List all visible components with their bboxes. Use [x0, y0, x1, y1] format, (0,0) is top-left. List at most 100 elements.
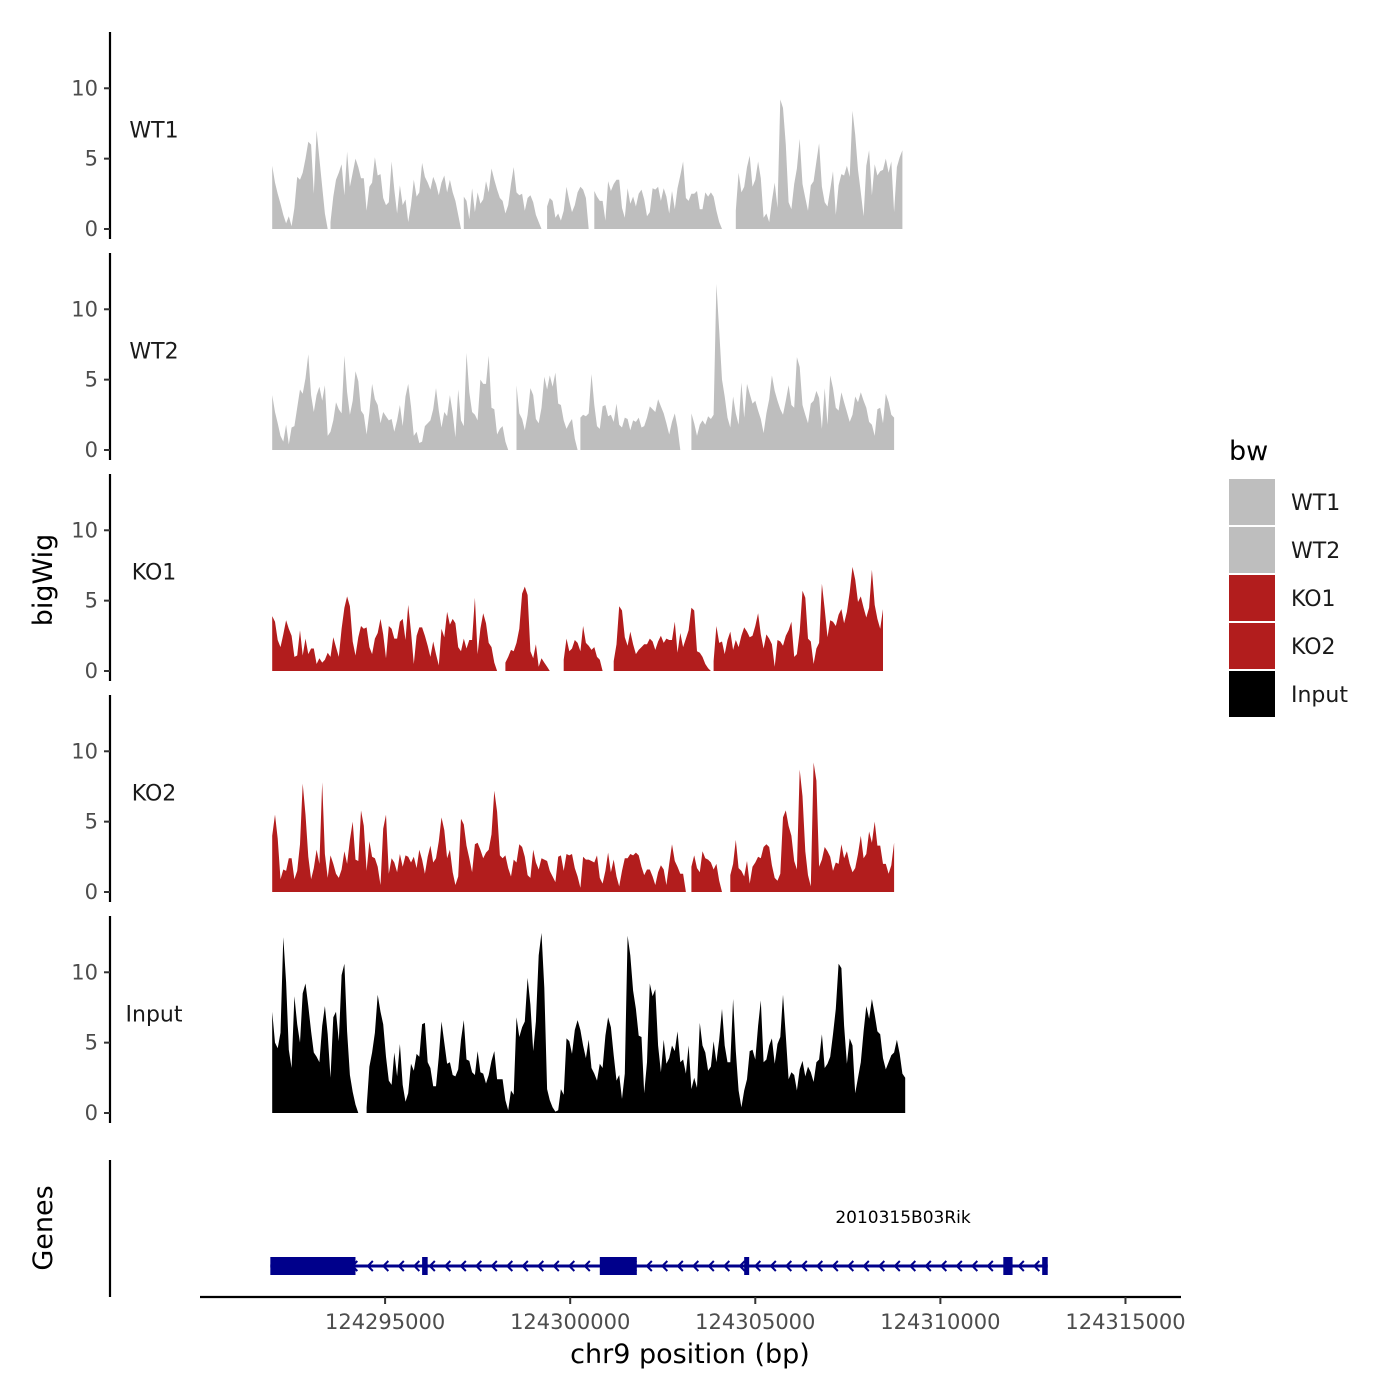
strand-arrow: [676, 1260, 684, 1272]
x-tick-label: 124300000: [510, 1310, 630, 1334]
strand-arrow: [397, 1260, 405, 1272]
strand-arrow: [645, 1260, 653, 1272]
gene-label: 2010315B03Rik: [835, 1208, 971, 1228]
legend-label: KO1: [1291, 587, 1336, 612]
y-tick-label: 5: [85, 147, 98, 171]
strand-arrow: [800, 1260, 808, 1272]
strand-arrow: [691, 1260, 700, 1272]
x-tick-label: 124305000: [695, 1310, 815, 1334]
y-tick-label: 5: [85, 1031, 98, 1055]
track-label-wt2: WT2: [129, 340, 178, 365]
strand-arrow: [381, 1260, 390, 1272]
strand-arrow: [474, 1260, 483, 1272]
strand-arrow: [490, 1260, 498, 1272]
strand-arrow: [366, 1260, 374, 1272]
y-tick-label: 0: [85, 438, 98, 462]
coverage-area-wt1: [330, 151, 461, 229]
strand-arrow: [924, 1260, 932, 1272]
legend-item-wt1: WT1: [1229, 479, 1340, 525]
strand-arrow: [831, 1260, 839, 1272]
strand-arrow: [707, 1260, 715, 1272]
track-label-input: Input: [126, 1003, 183, 1028]
y-tick-label: 10: [71, 518, 98, 542]
legend-item-wt2: WT2: [1229, 527, 1340, 573]
strand-arrow: [412, 1260, 421, 1272]
coverage-area-ko1: [563, 626, 603, 671]
gene-exon: [1042, 1257, 1048, 1275]
coverage-area-wt1: [594, 161, 722, 229]
strand-arrow: [583, 1260, 591, 1272]
strand-arrow: [660, 1260, 669, 1272]
strand-arrow: [1017, 1260, 1025, 1272]
strand-arrow: [443, 1260, 452, 1272]
y-tick-label: 0: [85, 880, 98, 904]
strand-arrow: [459, 1260, 467, 1272]
x-tick-label: 124295000: [325, 1310, 445, 1334]
y-tick-label: 0: [85, 217, 98, 241]
strand-arrow: [893, 1260, 901, 1272]
y-tick-label: 10: [71, 76, 98, 100]
legend: WT1 WT2 KO1 KO2 Input: [1229, 479, 1348, 717]
strand-arrow: [862, 1260, 870, 1272]
strand-arrow: [986, 1260, 994, 1272]
legend-item-ko1: KO1: [1229, 575, 1336, 621]
gene-exon: [270, 1257, 356, 1275]
y-tick-label: 10: [71, 739, 98, 763]
coverage-area-input: [272, 937, 359, 1113]
coverage-area-ko1: [613, 606, 711, 671]
coverage-area-ko2: [272, 782, 686, 892]
coverage-area-input: [366, 932, 906, 1113]
coverage-area-ko2: [691, 851, 722, 892]
strand-arrow: [908, 1260, 917, 1272]
genes-axis-title: Genes: [28, 1185, 59, 1270]
strand-arrow: [846, 1260, 855, 1272]
strand-arrow: [939, 1260, 948, 1272]
legend-title: bw: [1229, 436, 1268, 467]
strand-arrow: [753, 1260, 762, 1272]
x-tick-label: 124310000: [880, 1310, 1000, 1334]
legend-swatch: [1229, 479, 1275, 525]
coverage-area-ko2: [730, 762, 895, 892]
gene-exon: [744, 1257, 750, 1275]
coverage-area-ko1: [272, 596, 498, 671]
legend-label: KO2: [1291, 635, 1336, 660]
y-tick-label: 5: [85, 368, 98, 392]
legend-item-ko2: KO2: [1229, 623, 1336, 669]
track-label-wt1: WT1: [129, 119, 178, 144]
strand-arrow: [505, 1260, 514, 1272]
legend-swatch: [1229, 575, 1275, 621]
track-label-ko2: KO2: [132, 782, 177, 807]
legend-label: WT1: [1291, 491, 1340, 516]
y-tick-label: 0: [85, 1101, 98, 1125]
strand-arrow: [815, 1260, 824, 1272]
gene-2010315b03rik: 2010315B03Rik: [270, 1208, 1048, 1275]
gene-exon: [599, 1257, 637, 1275]
coverage-area-wt1: [272, 130, 328, 229]
strand-arrow: [521, 1260, 529, 1272]
coverage-area-wt2: [580, 374, 681, 450]
genes-panel: 2010315B03Rik: [108, 1160, 1048, 1297]
coverage-area-ko1: [505, 586, 550, 671]
y-tick-label: 5: [85, 589, 98, 613]
y-axis-title: bigWig: [28, 534, 59, 627]
strand-arrow: [722, 1260, 731, 1272]
coverage-area-wt1: [463, 167, 542, 229]
coverage-area-wt2: [272, 352, 509, 450]
coverage-area-wt2: [516, 372, 578, 450]
y-tick-label: 5: [85, 810, 98, 834]
track-ko2: 0 5 10 KO2: [71, 695, 895, 904]
y-tick-label: 0: [85, 659, 98, 683]
y-tick-label: 10: [71, 297, 98, 321]
x-axis: 124295000 124300000 124305000 124310000 1243…: [200, 1295, 1186, 1334]
strand-arrow: [428, 1260, 436, 1272]
legend-item-input: Input: [1229, 671, 1348, 717]
strand-arrow: [784, 1260, 793, 1272]
legend-label: WT2: [1291, 539, 1340, 564]
track-wt2: 0 5 10 WT2: [71, 253, 895, 462]
legend-swatch: [1229, 671, 1275, 717]
legend-label: Input: [1291, 683, 1348, 708]
legend-swatch: [1229, 623, 1275, 669]
coverage-tracks: 0 5 10 WT1 0 5 10 WT2 0 5 10 KO1 0 5 10 KO2 0 5 10 Input: [71, 32, 906, 1125]
x-axis-title: chr9 position (bp): [570, 1339, 810, 1370]
track-input: 0 5 10 Input: [71, 916, 906, 1125]
